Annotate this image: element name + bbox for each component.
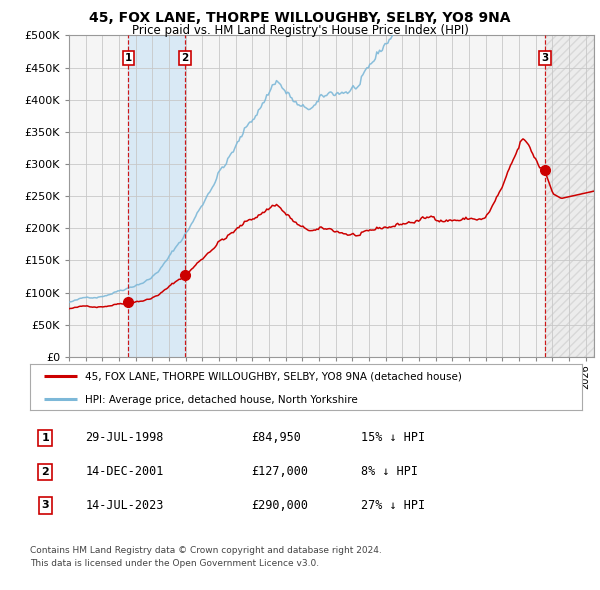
Text: £290,000: £290,000 <box>251 499 308 512</box>
Text: 1: 1 <box>41 433 49 442</box>
Text: 3: 3 <box>41 500 49 510</box>
Text: 14-DEC-2001: 14-DEC-2001 <box>85 465 164 478</box>
Text: Price paid vs. HM Land Registry's House Price Index (HPI): Price paid vs. HM Land Registry's House … <box>131 24 469 37</box>
Bar <box>128 35 185 357</box>
Text: £84,950: £84,950 <box>251 431 301 444</box>
Text: 2: 2 <box>41 467 49 477</box>
Text: 45, FOX LANE, THORPE WILLOUGHBY, SELBY, YO8 9NA (detached house): 45, FOX LANE, THORPE WILLOUGHBY, SELBY, … <box>85 372 462 382</box>
Text: 15% ↓ HPI: 15% ↓ HPI <box>361 431 425 444</box>
Text: 8% ↓ HPI: 8% ↓ HPI <box>361 465 418 478</box>
Bar <box>545 35 594 357</box>
Text: 3: 3 <box>541 53 548 63</box>
Text: 14-JUL-2023: 14-JUL-2023 <box>85 499 164 512</box>
Text: 1: 1 <box>125 53 132 63</box>
Text: 2: 2 <box>181 53 188 63</box>
Text: 27% ↓ HPI: 27% ↓ HPI <box>361 499 425 512</box>
Text: Contains HM Land Registry data © Crown copyright and database right 2024.: Contains HM Land Registry data © Crown c… <box>30 546 382 555</box>
Text: 45, FOX LANE, THORPE WILLOUGHBY, SELBY, YO8 9NA: 45, FOX LANE, THORPE WILLOUGHBY, SELBY, … <box>89 11 511 25</box>
Text: This data is licensed under the Open Government Licence v3.0.: This data is licensed under the Open Gov… <box>30 559 319 568</box>
Text: £127,000: £127,000 <box>251 465 308 478</box>
Text: HPI: Average price, detached house, North Yorkshire: HPI: Average price, detached house, Nort… <box>85 395 358 405</box>
Text: 29-JUL-1998: 29-JUL-1998 <box>85 431 164 444</box>
